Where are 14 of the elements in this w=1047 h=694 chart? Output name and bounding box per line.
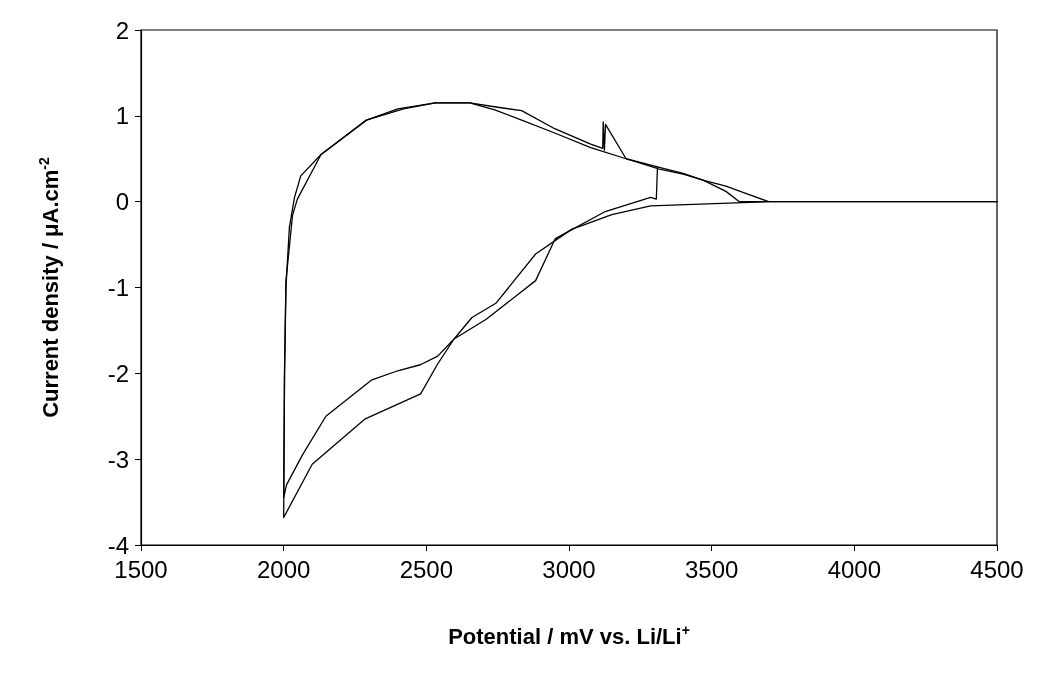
y-tick-label: -1: [107, 274, 129, 301]
y-tick-label: -2: [107, 359, 129, 387]
x-tick-label: 3500: [684, 555, 739, 583]
x-tick-label: 4000: [827, 555, 882, 583]
y-tick-label: 1: [115, 102, 129, 130]
x-tick-label: 2500: [399, 555, 454, 583]
y-tick-label: -3: [107, 445, 129, 473]
y-axis-title: Current density / μA.cm-2: [36, 156, 63, 418]
y-tick-label: 0: [115, 188, 129, 216]
x-tick-label: 3000: [542, 555, 596, 583]
x-tick-label: 2000: [256, 555, 311, 583]
x-tick-label: 4500: [970, 555, 1024, 583]
y-tick-label: 2: [115, 16, 129, 44]
x-axis-title: Potential / mV vs. Li/Li+: [448, 622, 690, 649]
